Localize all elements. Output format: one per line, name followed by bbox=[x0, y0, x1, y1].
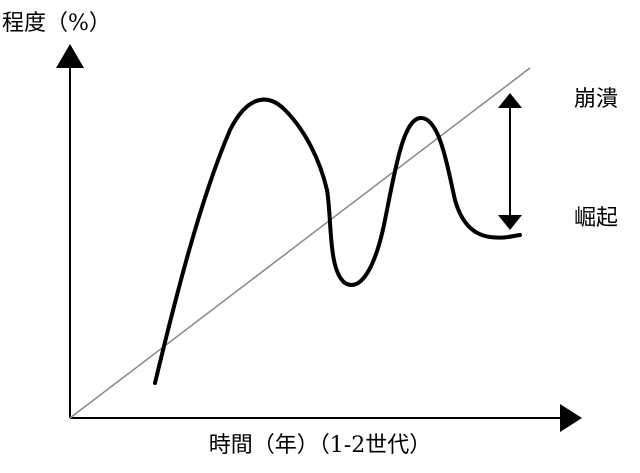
annotation-top: 崩潰 bbox=[574, 87, 618, 112]
x-axis-label: 時間（年）（1-2世代） bbox=[209, 433, 431, 458]
y-axis-arrow bbox=[56, 44, 84, 68]
curve bbox=[153, 97, 522, 385]
y-axis-label: 程度（%） bbox=[2, 11, 111, 36]
x-axis-arrow bbox=[560, 404, 582, 432]
range-arrow-top bbox=[498, 93, 522, 108]
range-arrow-bottom bbox=[498, 215, 522, 230]
annotation-bottom: 崛起 bbox=[574, 206, 618, 231]
trend-line bbox=[69, 67, 531, 419]
